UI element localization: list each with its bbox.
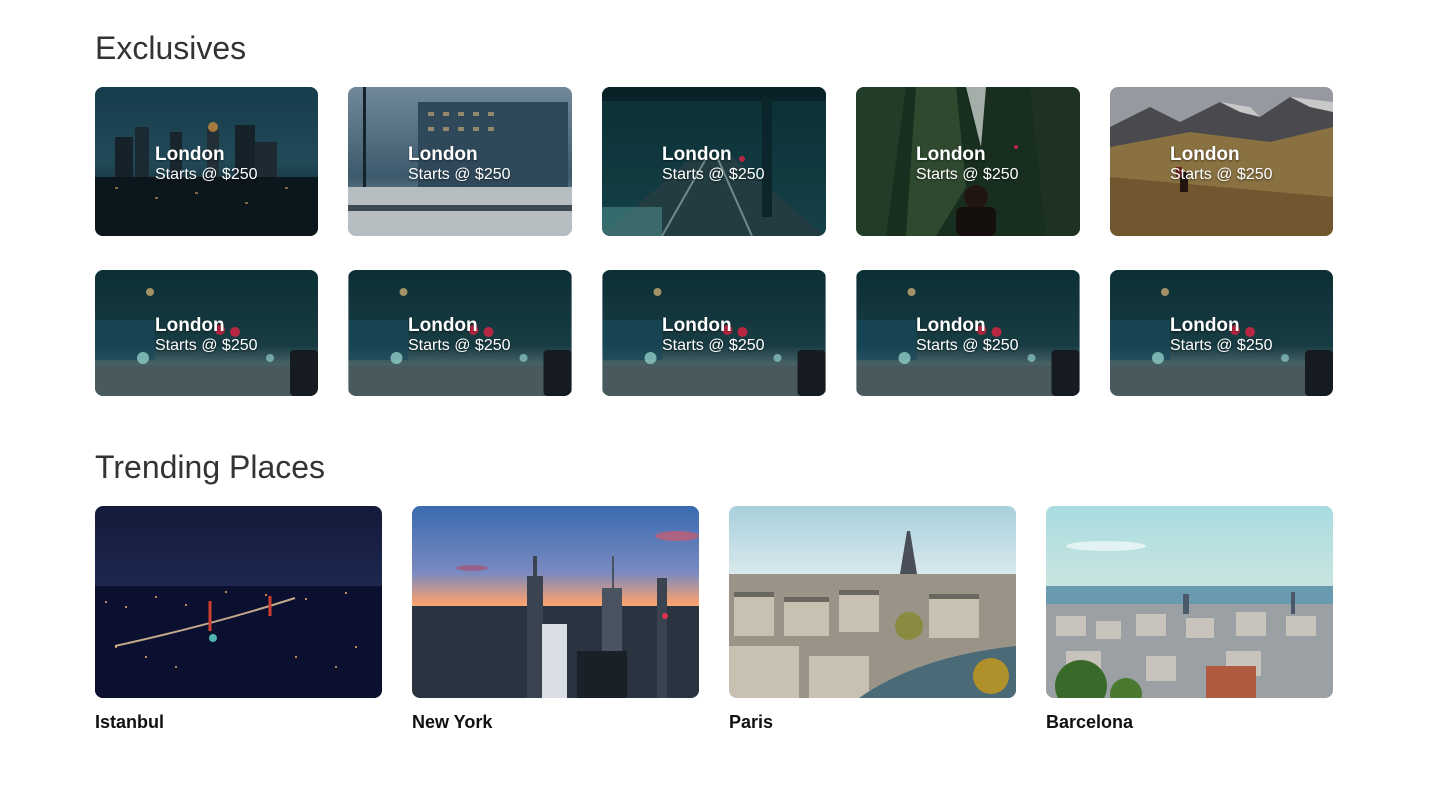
istanbul-night-bridge-image	[95, 506, 382, 698]
card-overlay	[95, 87, 318, 236]
exclusive-card[interactable]: London Starts @ $250	[856, 270, 1080, 396]
exclusive-card[interactable]: London Starts @ $250	[856, 87, 1080, 236]
card-price: Starts @ $250	[408, 337, 511, 354]
card-caption: London Starts @ $250	[408, 316, 511, 356]
exclusives-row-1: London Starts @ $250 London Starts @ $25…	[95, 87, 1333, 236]
exclusives-heading: Exclusives	[95, 30, 247, 66]
mountain-hiker-image	[1110, 87, 1333, 236]
card-city: London	[1170, 315, 1240, 336]
card-caption: London Starts @ $250	[1170, 145, 1273, 185]
paris-eiffel-cityscape-image	[729, 506, 1016, 698]
forest-hiker-image	[856, 87, 1080, 236]
card-overlay	[602, 270, 826, 396]
trending-card[interactable]: Istanbul	[95, 506, 382, 733]
new-york-sunset-skyline-image	[412, 506, 699, 698]
exclusive-card[interactable]: London Starts @ $250	[1110, 270, 1333, 396]
trending-card[interactable]: New York	[412, 506, 699, 733]
card-city: London	[1170, 144, 1240, 165]
snowy-street-office-image	[348, 87, 572, 236]
snowy-night-street-image	[856, 270, 1080, 396]
exclusive-card[interactable]: London Starts @ $250	[1110, 87, 1333, 236]
card-city: London	[408, 315, 478, 336]
place-name: Barcelona	[1046, 712, 1134, 732]
card-overlay	[1110, 87, 1333, 236]
exclusive-card[interactable]: London Starts @ $250	[348, 87, 572, 236]
snowy-night-street-image	[1110, 270, 1333, 396]
trending-card[interactable]: Barcelona	[1046, 506, 1333, 733]
card-city: London	[662, 144, 732, 165]
exclusive-card[interactable]: London Starts @ $250	[602, 87, 826, 236]
card-caption: London Starts @ $250	[155, 316, 258, 356]
card-city: London	[155, 315, 225, 336]
place-name: Istanbul	[95, 712, 165, 732]
card-overlay	[348, 270, 572, 396]
card-caption: London Starts @ $250	[1170, 316, 1273, 356]
card-caption: London Starts @ $250	[916, 145, 1019, 185]
exclusive-card[interactable]: London Starts @ $250	[95, 270, 318, 396]
card-price: Starts @ $250	[408, 166, 511, 183]
card-price: Starts @ $250	[662, 166, 765, 183]
card-price: Starts @ $250	[662, 337, 765, 354]
city-skyline-dusk-image	[95, 87, 318, 236]
place-name: New York	[412, 712, 493, 732]
barcelona-aerial-sea-image	[1046, 506, 1333, 698]
card-price: Starts @ $250	[155, 166, 258, 183]
place-name: Paris	[729, 712, 774, 732]
card-overlay	[348, 87, 572, 236]
card-city: London	[916, 144, 986, 165]
card-city: London	[408, 144, 478, 165]
snowy-night-street-image	[602, 270, 826, 396]
train-station-platform-image	[602, 87, 826, 236]
trending-heading: Trending Places	[95, 449, 326, 485]
card-price: Starts @ $250	[1170, 337, 1273, 354]
card-caption: London Starts @ $250	[916, 316, 1019, 356]
exclusives-row-2: London Starts @ $250 London Starts @ $25…	[95, 270, 1333, 396]
exclusive-card[interactable]: London Starts @ $250	[95, 87, 318, 236]
card-overlay	[1110, 270, 1333, 396]
card-price: Starts @ $250	[916, 166, 1019, 183]
card-caption: London Starts @ $250	[155, 145, 258, 185]
card-overlay	[95, 270, 318, 396]
card-city: London	[662, 315, 732, 336]
exclusive-card[interactable]: London Starts @ $250	[348, 270, 572, 396]
card-price: Starts @ $250	[916, 337, 1019, 354]
exclusive-card[interactable]: London Starts @ $250	[602, 270, 826, 396]
trending-grid: Istanbul New York	[95, 506, 1333, 733]
card-caption: London Starts @ $250	[662, 145, 765, 185]
card-price: Starts @ $250	[1170, 166, 1273, 183]
card-caption: London Starts @ $250	[408, 145, 511, 185]
card-city: London	[155, 144, 225, 165]
snowy-night-street-image	[95, 270, 318, 396]
card-overlay	[856, 270, 1080, 396]
card-overlay	[602, 87, 826, 236]
card-overlay	[856, 87, 1080, 236]
card-price: Starts @ $250	[155, 337, 258, 354]
snowy-night-street-image	[348, 270, 572, 396]
trending-card[interactable]: Paris	[729, 506, 1016, 733]
card-city: London	[916, 315, 986, 336]
card-caption: London Starts @ $250	[662, 316, 765, 356]
